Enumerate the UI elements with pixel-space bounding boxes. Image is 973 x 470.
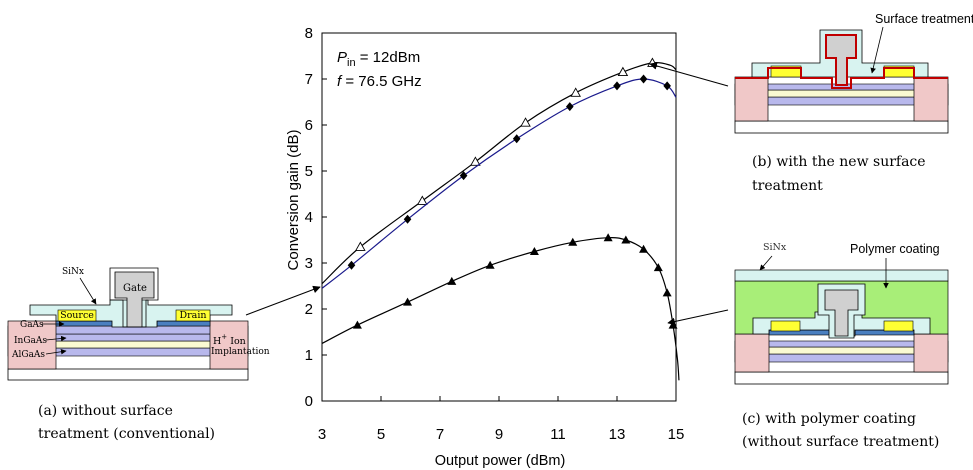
series-3-point [568,237,578,246]
x-tick-label: 13 [609,426,626,443]
a-algaas-pointer [45,348,67,355]
a-substrate [7,368,249,381]
a-caption-line2: treatment (conventional) [38,426,215,442]
a-algaas-label: AlGaAs [11,350,45,360]
series-3-point [485,260,495,269]
b-surface-label: Surface treatment [875,12,973,26]
a-ingaas-label: InGaAs [14,336,47,346]
series-1-point [470,156,481,166]
series-2-point [663,81,671,91]
a-drain-label: Drain [180,310,207,321]
series-3-point [639,244,649,253]
series-2-point [403,214,412,224]
series-3-line [321,237,680,381]
y-tick-label: 0 [305,393,313,410]
diagram-c-polymer-coating: SiNx Polymer coating (c) with polymer co… [734,242,949,450]
series-3-point [662,288,672,297]
series-1-point [355,241,366,251]
series-3-point [621,235,631,244]
series-3-point [447,276,457,285]
diagram-b-surface-treatment: Surface treatment (b) with the new surfa… [734,12,973,194]
a-source-contact [57,309,97,322]
c-caption-line2: (without surface treatment) [742,434,939,450]
diagram-a-conventional: Gate Source Drain SiNx GaAs InGaAs AlGaA… [7,267,270,442]
y-tick-label: 1 [305,347,313,364]
a-h-ion-label: H+ Ion [213,333,246,347]
x-tick-label: 7 [436,426,444,443]
b-surface-pointer [870,26,884,74]
c-sinx-pointer [759,255,773,271]
series-1-point [570,87,581,97]
c-implant-right [913,333,949,373]
x-axis-label: Output power (dBm) [435,453,566,469]
arrow-b-to-curve [649,62,729,87]
series-3-point [603,233,613,242]
y-tick-label: 3 [305,255,313,272]
a-gate-label: Gate [123,283,147,294]
y-tick-label: 6 [305,117,313,134]
x-tick-label: 5 [377,426,385,443]
b-gate-electrode [825,34,857,86]
series-2-point [566,102,574,112]
a-gaas-cap-right [156,320,211,327]
a-implant-right [209,320,249,370]
c-sinx-top [734,269,949,282]
c-gate-electrode [824,289,859,337]
series-3-point [403,297,413,306]
b-substrate [734,120,949,134]
y-tick-label: 5 [305,163,313,180]
b-implant-left [734,76,769,122]
a-drain-contact [175,309,211,322]
c-implant-left [734,333,770,373]
y-tick-label: 8 [305,25,313,42]
c-contact-right [883,320,914,332]
a-caption-line1: (a) without surface [38,403,173,419]
annotation-frequency: f = 76.5 GHz [337,73,422,90]
c-sinx-label: SiNx [763,242,787,253]
x-tick-label: 3 [318,426,326,443]
a-gaas-cap-left [55,320,119,327]
series-3-point [352,320,362,329]
x-tick-label: 11 [550,426,566,443]
c-caption-line1: (c) with polymer coating [742,411,916,427]
series-1-point [520,117,531,127]
series-2-point [512,134,521,144]
series-3-point [653,263,663,272]
arrow-a-to-curve [245,285,321,316]
c-contact-left [770,320,801,332]
series-2-point [347,260,356,270]
series-3-point [529,247,539,255]
series-1-line [321,62,677,285]
x-tick-label: 15 [668,426,685,443]
y-tick-label: 7 [305,71,313,88]
x-tick-label: 9 [495,426,503,443]
y-tick-label: 4 [305,209,313,226]
arrow-c-to-curve [667,309,729,326]
b-caption-line2: treatment [752,178,823,194]
series-2-line [321,78,677,289]
y-tick-label: 2 [305,301,313,318]
b-implant-right [913,76,949,122]
a-gate-sinx [109,267,159,328]
annotation-pin: Pin = 12dBm [337,49,420,69]
a-sinx-pointer [79,277,97,305]
series-2-point [459,171,468,181]
series-1-point [617,66,629,77]
a-sinx-label: SiNx [62,267,84,277]
b-caption-line1: (b) with the new surface [752,154,926,170]
c-polymer-label: Polymer coating [850,242,940,256]
a-ingaas-pointer [45,335,67,342]
a-implantation-label: Implantation [211,347,270,357]
series-1-point [417,195,428,205]
series-2-point [613,81,621,91]
series-2-point [639,74,648,84]
a-implant-left [7,320,57,370]
conversion-gain-chart: 0 1 2 3 4 5 6 7 8 3 5 7 9 11 13 15 Conversion gain (dB… [285,25,684,469]
a-source-label: Source [60,310,94,321]
y-axis-label: Conversion gain (dB) [285,130,302,271]
c-substrate [734,371,949,385]
a-gaas-label: GaAs [20,320,44,330]
b-treatment-line [735,67,948,89]
